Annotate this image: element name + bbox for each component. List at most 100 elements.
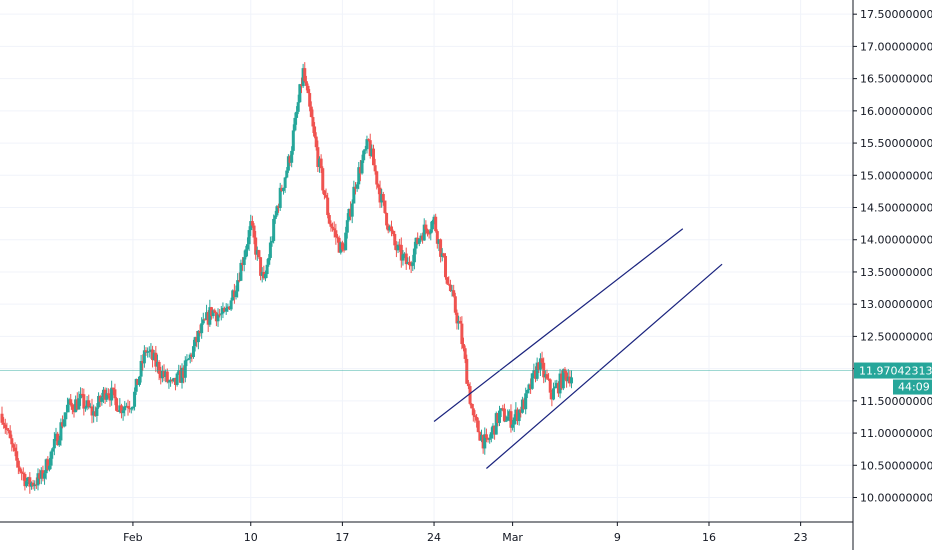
candle-body: [146, 351, 150, 353]
candle-body: [115, 398, 119, 411]
candle-body: [155, 361, 159, 367]
candle-body: [44, 459, 48, 474]
candle-body: [304, 81, 308, 86]
candle-body: [247, 230, 251, 245]
candle-body: [471, 408, 475, 416]
candle-body: [191, 346, 195, 358]
grid: [0, 0, 853, 522]
candle-body: [72, 409, 76, 413]
candle-body: [229, 300, 233, 310]
candle-body: [62, 419, 66, 427]
candle-body: [303, 68, 307, 82]
candle-body: [185, 359, 189, 361]
candle-body: [313, 126, 317, 137]
candle-body: [49, 451, 53, 466]
candle-body: [47, 465, 51, 470]
candle-body: [414, 237, 418, 249]
candle-body: [421, 235, 425, 241]
candle-body: [69, 399, 73, 405]
candle-body: [260, 271, 264, 276]
candle-body: [430, 220, 434, 230]
candle-body: [480, 434, 484, 441]
candle-body: [489, 432, 493, 439]
candle-body: [481, 434, 485, 449]
candle-body: [208, 307, 212, 325]
candle-body: [419, 235, 423, 239]
x-tick-label: 9: [614, 531, 621, 544]
candle-body: [142, 350, 146, 364]
candle-body: [547, 378, 551, 380]
candle-body: [134, 379, 138, 392]
candle-body: [123, 406, 127, 411]
candle-body: [506, 416, 510, 421]
candle-body: [82, 394, 86, 409]
candle-body: [524, 393, 528, 410]
candle-body: [70, 404, 74, 410]
trend-line[interactable]: [433, 228, 684, 422]
candle-body: [193, 337, 197, 347]
candle-body: [363, 149, 367, 151]
x-axis[interactable]: Feb 10 17 24 Mar 9 16 23: [123, 522, 808, 544]
candle-body: [527, 384, 531, 390]
candle-body: [565, 372, 569, 382]
x-tick-label: 10: [244, 531, 258, 544]
candle-body: [486, 437, 490, 440]
candle-body: [242, 257, 246, 265]
candle-body: [401, 254, 405, 261]
candle-body: [353, 186, 357, 189]
y-tick-label: 15.50000000: [860, 137, 932, 150]
candle-body: [394, 245, 398, 251]
candle-body: [254, 237, 258, 255]
candle-body: [268, 242, 272, 258]
candle-body: [154, 352, 158, 367]
candle-body: [396, 244, 400, 251]
candle-body: [561, 369, 565, 389]
candle-body: [355, 184, 359, 189]
candle-body: [221, 307, 225, 314]
y-axis[interactable]: 10.00000000 10.50000000 11.00000000 11.5000…: [853, 8, 932, 505]
candle-body: [455, 312, 459, 324]
candle-body: [306, 85, 310, 94]
candle-body: [517, 409, 521, 422]
candle-body: [21, 473, 25, 475]
candle-body: [350, 203, 354, 217]
x-tick-label: 23: [794, 531, 808, 544]
candle-body: [8, 430, 12, 439]
candle-body: [267, 257, 271, 265]
candle-body: [25, 481, 29, 487]
candle-body: [426, 229, 429, 234]
candle-body: [409, 265, 413, 267]
candle-body: [67, 399, 71, 405]
candle-body: [34, 484, 38, 486]
candle-body: [206, 312, 210, 325]
y-tick-label: 14.00000000: [860, 234, 932, 247]
candle-body: [422, 224, 426, 241]
candle-body: [183, 360, 187, 378]
candle-body: [93, 411, 97, 416]
candle-body: [216, 314, 220, 322]
last-price-badges: 11.97042313 44:09: [854, 362, 932, 395]
candle-body: [378, 187, 382, 203]
candle-body: [80, 393, 84, 395]
candle-body: [386, 225, 390, 231]
candle-body: [180, 367, 184, 383]
candle-body: [26, 477, 30, 482]
candle-body: [152, 352, 156, 361]
candle-body: [77, 398, 81, 410]
candle-body: [85, 400, 89, 408]
y-tick-label: 10.00000000: [860, 492, 932, 505]
candle-body: [507, 411, 511, 417]
candle-body: [170, 379, 174, 382]
candle-body: [440, 253, 444, 257]
candle-body: [141, 360, 145, 364]
candle-body: [270, 240, 274, 243]
candle-body: [316, 147, 320, 167]
candle-body: [83, 407, 87, 409]
trend-line[interactable]: [486, 263, 723, 469]
candle-body: [177, 370, 181, 374]
candle-body: [373, 165, 377, 172]
candle-body: [28, 477, 32, 487]
candle-body: [119, 405, 123, 414]
candle-body: [20, 471, 24, 474]
